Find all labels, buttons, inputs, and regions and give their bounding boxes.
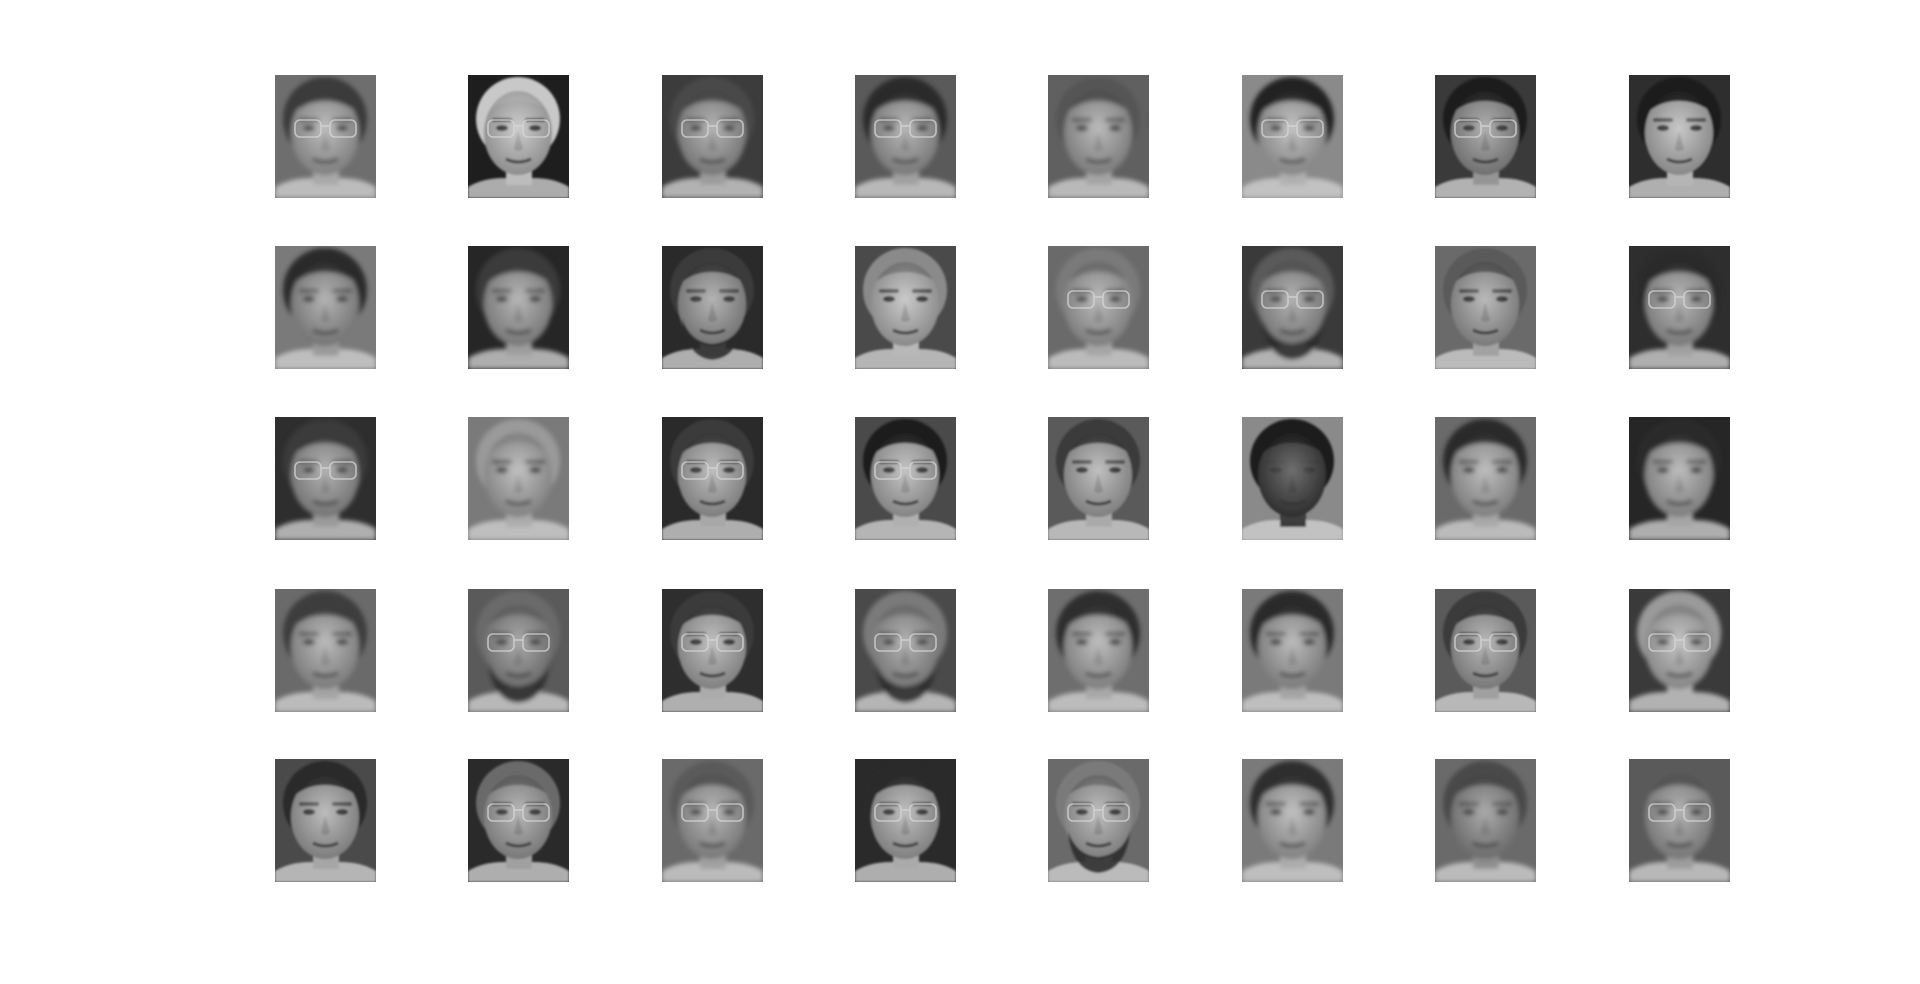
- face-image: [468, 759, 569, 882]
- face-image: [1242, 75, 1343, 198]
- face-image: [1048, 589, 1149, 712]
- face-image: [1242, 759, 1343, 882]
- face-image: [1048, 417, 1149, 540]
- face-image: [1435, 246, 1536, 369]
- face-image: [468, 417, 569, 540]
- face-image: [1048, 759, 1149, 882]
- face-image: [662, 417, 763, 540]
- face-image: [662, 75, 763, 198]
- face-image: [1242, 589, 1343, 712]
- face-image: [1048, 75, 1149, 198]
- face-image: [1435, 417, 1536, 540]
- face-image: [275, 589, 376, 712]
- face-image: [275, 759, 376, 882]
- face-image: [1242, 246, 1343, 369]
- face-image: [662, 589, 763, 712]
- face-image: [275, 75, 376, 198]
- face-image: [855, 589, 956, 712]
- face-image: [662, 246, 763, 369]
- face-image: [1435, 759, 1536, 882]
- face-image: [1629, 75, 1730, 198]
- face-image: [1435, 75, 1536, 198]
- face-image: [468, 589, 569, 712]
- face-image: [1629, 246, 1730, 369]
- face-image: [275, 417, 376, 540]
- face-image: [1629, 589, 1730, 712]
- face-image: [468, 75, 569, 198]
- face-image: [1435, 589, 1536, 712]
- face-image: [468, 246, 569, 369]
- face-image: [1629, 759, 1730, 882]
- face-image: [1242, 417, 1343, 540]
- face-image: [1629, 417, 1730, 540]
- face-image: [662, 759, 763, 882]
- face-image: [855, 246, 956, 369]
- face-image: [855, 759, 956, 882]
- face-image: [855, 417, 956, 540]
- face-image: [855, 75, 956, 198]
- face-image: [275, 246, 376, 369]
- face-image: [1048, 246, 1149, 369]
